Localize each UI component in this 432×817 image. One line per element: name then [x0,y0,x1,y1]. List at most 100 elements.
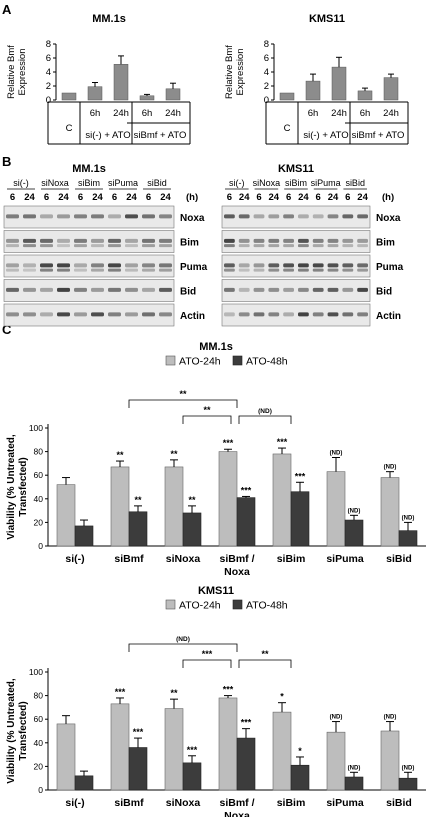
blot-band [23,214,36,219]
blot-band [224,287,235,292]
blot-band [142,263,155,268]
bar-48h [182,512,202,547]
blot-band [327,238,339,243]
bar-48h [236,497,256,547]
blot-strip [3,303,175,327]
bracket-label: *** [202,649,213,659]
blot-band [108,287,121,292]
chart-title: KMS11 [309,13,345,25]
significance-bracket [238,659,292,668]
blot-band [327,263,339,268]
blot-band [108,312,121,317]
significance-bracket [128,643,238,652]
blot-band [283,214,294,219]
blot-band [159,268,172,272]
legend-swatch-24h [165,599,176,610]
time-label: 24 [58,192,69,203]
time-label: 24 [92,192,103,203]
group-label: si(-) + ATO [303,130,348,141]
blot-band [238,287,250,292]
bracket-label: (ND) [176,636,190,643]
blot-band [224,263,235,268]
blot-band [238,263,250,268]
blot-band [108,238,121,243]
blot-band [253,268,265,272]
category-label: Noxa [224,566,250,578]
blot-band [125,214,138,219]
time-label: 6 [286,192,291,203]
time-label: 6 [227,192,232,203]
blot-band [298,244,309,248]
blot-band [283,238,294,243]
y-tick-label: 80 [34,691,44,701]
y-tick-label: 20 [34,761,44,771]
panel-label-a: A [2,2,12,17]
time-label: 24 [24,192,35,203]
blot-strip [3,279,175,302]
blot-band [6,287,19,292]
bar-48h [128,747,148,791]
legend-label: ATO-48h [246,600,288,612]
blot-band [312,244,324,248]
time-label: 24 [328,192,339,203]
panel-label-b: B [2,154,11,169]
blot-band [91,268,104,272]
blot-band [298,312,309,317]
chart-title: KMS11 [198,585,234,597]
blot-band [23,238,36,243]
unit-label: (h) [186,192,198,203]
legend-swatch-48h [232,599,243,610]
significance-mark: *** [115,687,126,697]
significance-mark: *** [295,471,306,481]
blot-band [142,268,155,272]
blot-band [224,214,235,219]
blot-band [283,244,294,248]
significance-mark: *** [277,437,288,447]
blot-band [224,312,235,317]
category-label: Noxa [224,810,250,817]
category-label: si(-) [65,553,84,565]
bar-24h [326,731,346,791]
significance-bracket [128,399,238,408]
blot-band [74,214,87,219]
time-label: 6 [316,192,321,203]
blot-band [342,263,354,268]
bar-48h [398,530,418,547]
blot-band [125,312,138,317]
blot-band [238,268,250,272]
y-tick-label: 100 [29,667,43,677]
significance-mark: ** [170,688,178,698]
bar-48h [74,775,94,791]
category-label: 6h [360,108,371,119]
blot-band [74,238,87,243]
significance-bracket [238,415,292,424]
blot-band [40,238,53,243]
group-label: siBmf + ATO [134,130,187,141]
bracket-label: ** [179,389,187,399]
bar-24h [380,730,400,791]
blot-band [283,268,294,272]
blot-band [357,287,368,292]
blot-band [238,312,250,317]
y-tick-label: 0 [264,95,269,106]
blot-band [23,312,36,317]
bar [331,66,347,101]
category-label: siBmf / [219,797,254,809]
blot-band [312,214,324,219]
blot-band [6,263,19,268]
blot-band [6,268,19,272]
bar-48h [236,737,256,791]
category-label: siBim [277,553,306,565]
blot-band [74,268,87,272]
blot-band [268,287,280,292]
significance-mark: (ND) [348,508,361,514]
panel-label-c: C [2,322,12,337]
blot-title: KMS11 [278,163,314,175]
category-label: 24h [113,108,129,119]
blot-band [40,263,53,268]
category-label: siBmf [114,553,144,565]
bar-48h [74,525,94,547]
blot-band [342,238,354,243]
blot-band [342,244,354,248]
significance-mark: * [298,746,302,756]
